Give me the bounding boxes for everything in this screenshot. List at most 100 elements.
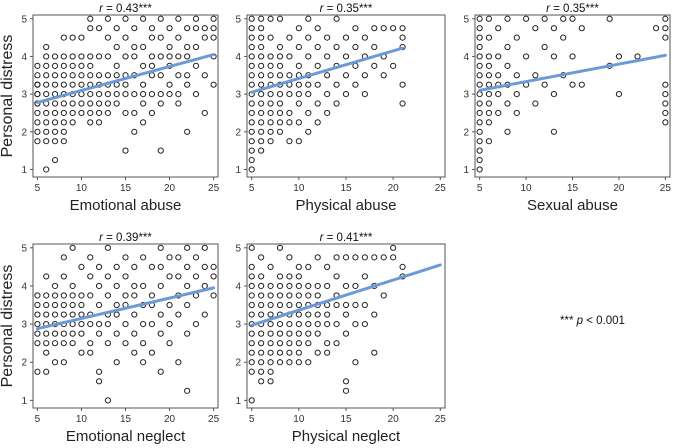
data-point bbox=[201, 244, 208, 251]
data-point bbox=[95, 378, 103, 385]
data-point bbox=[550, 128, 558, 135]
data-point bbox=[485, 34, 493, 41]
data-point bbox=[286, 282, 293, 290]
data-point bbox=[248, 263, 255, 270]
data-point bbox=[267, 311, 274, 318]
data-point bbox=[184, 128, 191, 135]
data-point bbox=[43, 273, 50, 280]
data-point bbox=[267, 119, 274, 126]
data-point bbox=[78, 292, 85, 299]
x-tick-label: 10 bbox=[76, 183, 88, 194]
data-point bbox=[258, 311, 265, 318]
data-point bbox=[248, 349, 255, 356]
data-point bbox=[175, 311, 182, 318]
r-value: = 0.39*** bbox=[103, 232, 152, 244]
data-point bbox=[476, 166, 483, 173]
data-point bbox=[157, 244, 164, 251]
data-point bbox=[541, 43, 548, 51]
data-point bbox=[276, 100, 284, 107]
data-point bbox=[380, 25, 387, 32]
data-point bbox=[192, 15, 200, 22]
data-point bbox=[122, 109, 129, 117]
data-point bbox=[248, 156, 255, 164]
y-tick-label: 4 bbox=[463, 52, 469, 63]
x-tick-label: 25 bbox=[435, 414, 447, 425]
correlation-title: r = 0.43*** bbox=[99, 3, 152, 15]
data-point bbox=[314, 81, 321, 88]
data-point bbox=[258, 81, 265, 88]
data-point bbox=[34, 119, 41, 126]
data-point bbox=[95, 301, 103, 309]
data-point bbox=[95, 91, 103, 98]
data-point bbox=[248, 109, 255, 117]
data-point bbox=[333, 100, 340, 107]
data-point bbox=[333, 43, 340, 51]
data-point bbox=[267, 62, 274, 69]
data-point bbox=[485, 72, 493, 79]
data-point bbox=[258, 340, 265, 347]
data-point bbox=[258, 15, 265, 22]
data-point bbox=[113, 330, 120, 337]
note-threshold: < 0.001 bbox=[583, 315, 625, 327]
data-point bbox=[276, 273, 284, 280]
data-point bbox=[267, 368, 274, 375]
data-point bbox=[78, 109, 85, 117]
data-point bbox=[184, 53, 191, 60]
data-point bbox=[95, 25, 103, 32]
data-point bbox=[87, 91, 94, 98]
data-point bbox=[267, 53, 274, 60]
plot-frame bbox=[246, 14, 446, 178]
data-point bbox=[276, 301, 284, 309]
data-point bbox=[652, 25, 660, 32]
data-point bbox=[78, 330, 85, 337]
data-point bbox=[342, 91, 350, 98]
data-point bbox=[60, 292, 67, 299]
data-point bbox=[305, 282, 312, 290]
data-point bbox=[295, 100, 302, 107]
data-point bbox=[324, 282, 331, 290]
data-point bbox=[34, 138, 41, 145]
data-point bbox=[258, 34, 265, 41]
data-point bbox=[201, 25, 208, 32]
data-point bbox=[399, 100, 406, 107]
data-point bbox=[140, 320, 147, 328]
x-tick-label: 10 bbox=[521, 183, 533, 194]
data-point bbox=[166, 53, 173, 60]
data-point bbox=[532, 100, 539, 107]
data-point bbox=[51, 301, 59, 309]
data-point bbox=[69, 292, 76, 299]
data-point bbox=[210, 34, 217, 41]
y-tick-label: 4 bbox=[21, 281, 27, 292]
data-point bbox=[104, 15, 111, 22]
panel-emotional-neglect: r = 0.39*** 5 10 15 20 25 1 2 3 4 5 Emotional negle… bbox=[0, 232, 220, 445]
data-point bbox=[43, 62, 50, 69]
data-point bbox=[78, 301, 85, 309]
x-tick-label: 5 bbox=[35, 414, 41, 425]
data-point bbox=[157, 100, 164, 107]
data-point bbox=[60, 254, 67, 261]
data-point bbox=[113, 43, 120, 51]
data-point bbox=[258, 301, 265, 309]
data-point bbox=[51, 100, 59, 107]
r-symbol: r bbox=[320, 3, 325, 15]
data-point bbox=[192, 320, 200, 328]
data-point bbox=[286, 34, 293, 41]
y-tick-label: 4 bbox=[235, 281, 241, 292]
data-point bbox=[615, 91, 623, 98]
data-point bbox=[333, 15, 340, 22]
data-point bbox=[248, 119, 255, 126]
data-point bbox=[166, 273, 173, 280]
data-point bbox=[113, 62, 120, 69]
panel-sexual-abuse: r = 0.35*** 5 10 15 20 25 1 2 3 4 5 Sexual abuse bbox=[463, 3, 671, 214]
data-point bbox=[399, 263, 406, 270]
correlation-title: r = 0.41*** bbox=[320, 232, 373, 244]
data-point bbox=[390, 244, 397, 251]
data-point bbox=[60, 119, 67, 126]
data-point bbox=[485, 138, 493, 145]
data-point bbox=[122, 147, 129, 154]
data-point bbox=[248, 273, 255, 280]
data-points bbox=[34, 15, 217, 173]
data-point bbox=[95, 100, 103, 107]
data-point bbox=[324, 349, 331, 356]
data-point bbox=[104, 72, 111, 79]
